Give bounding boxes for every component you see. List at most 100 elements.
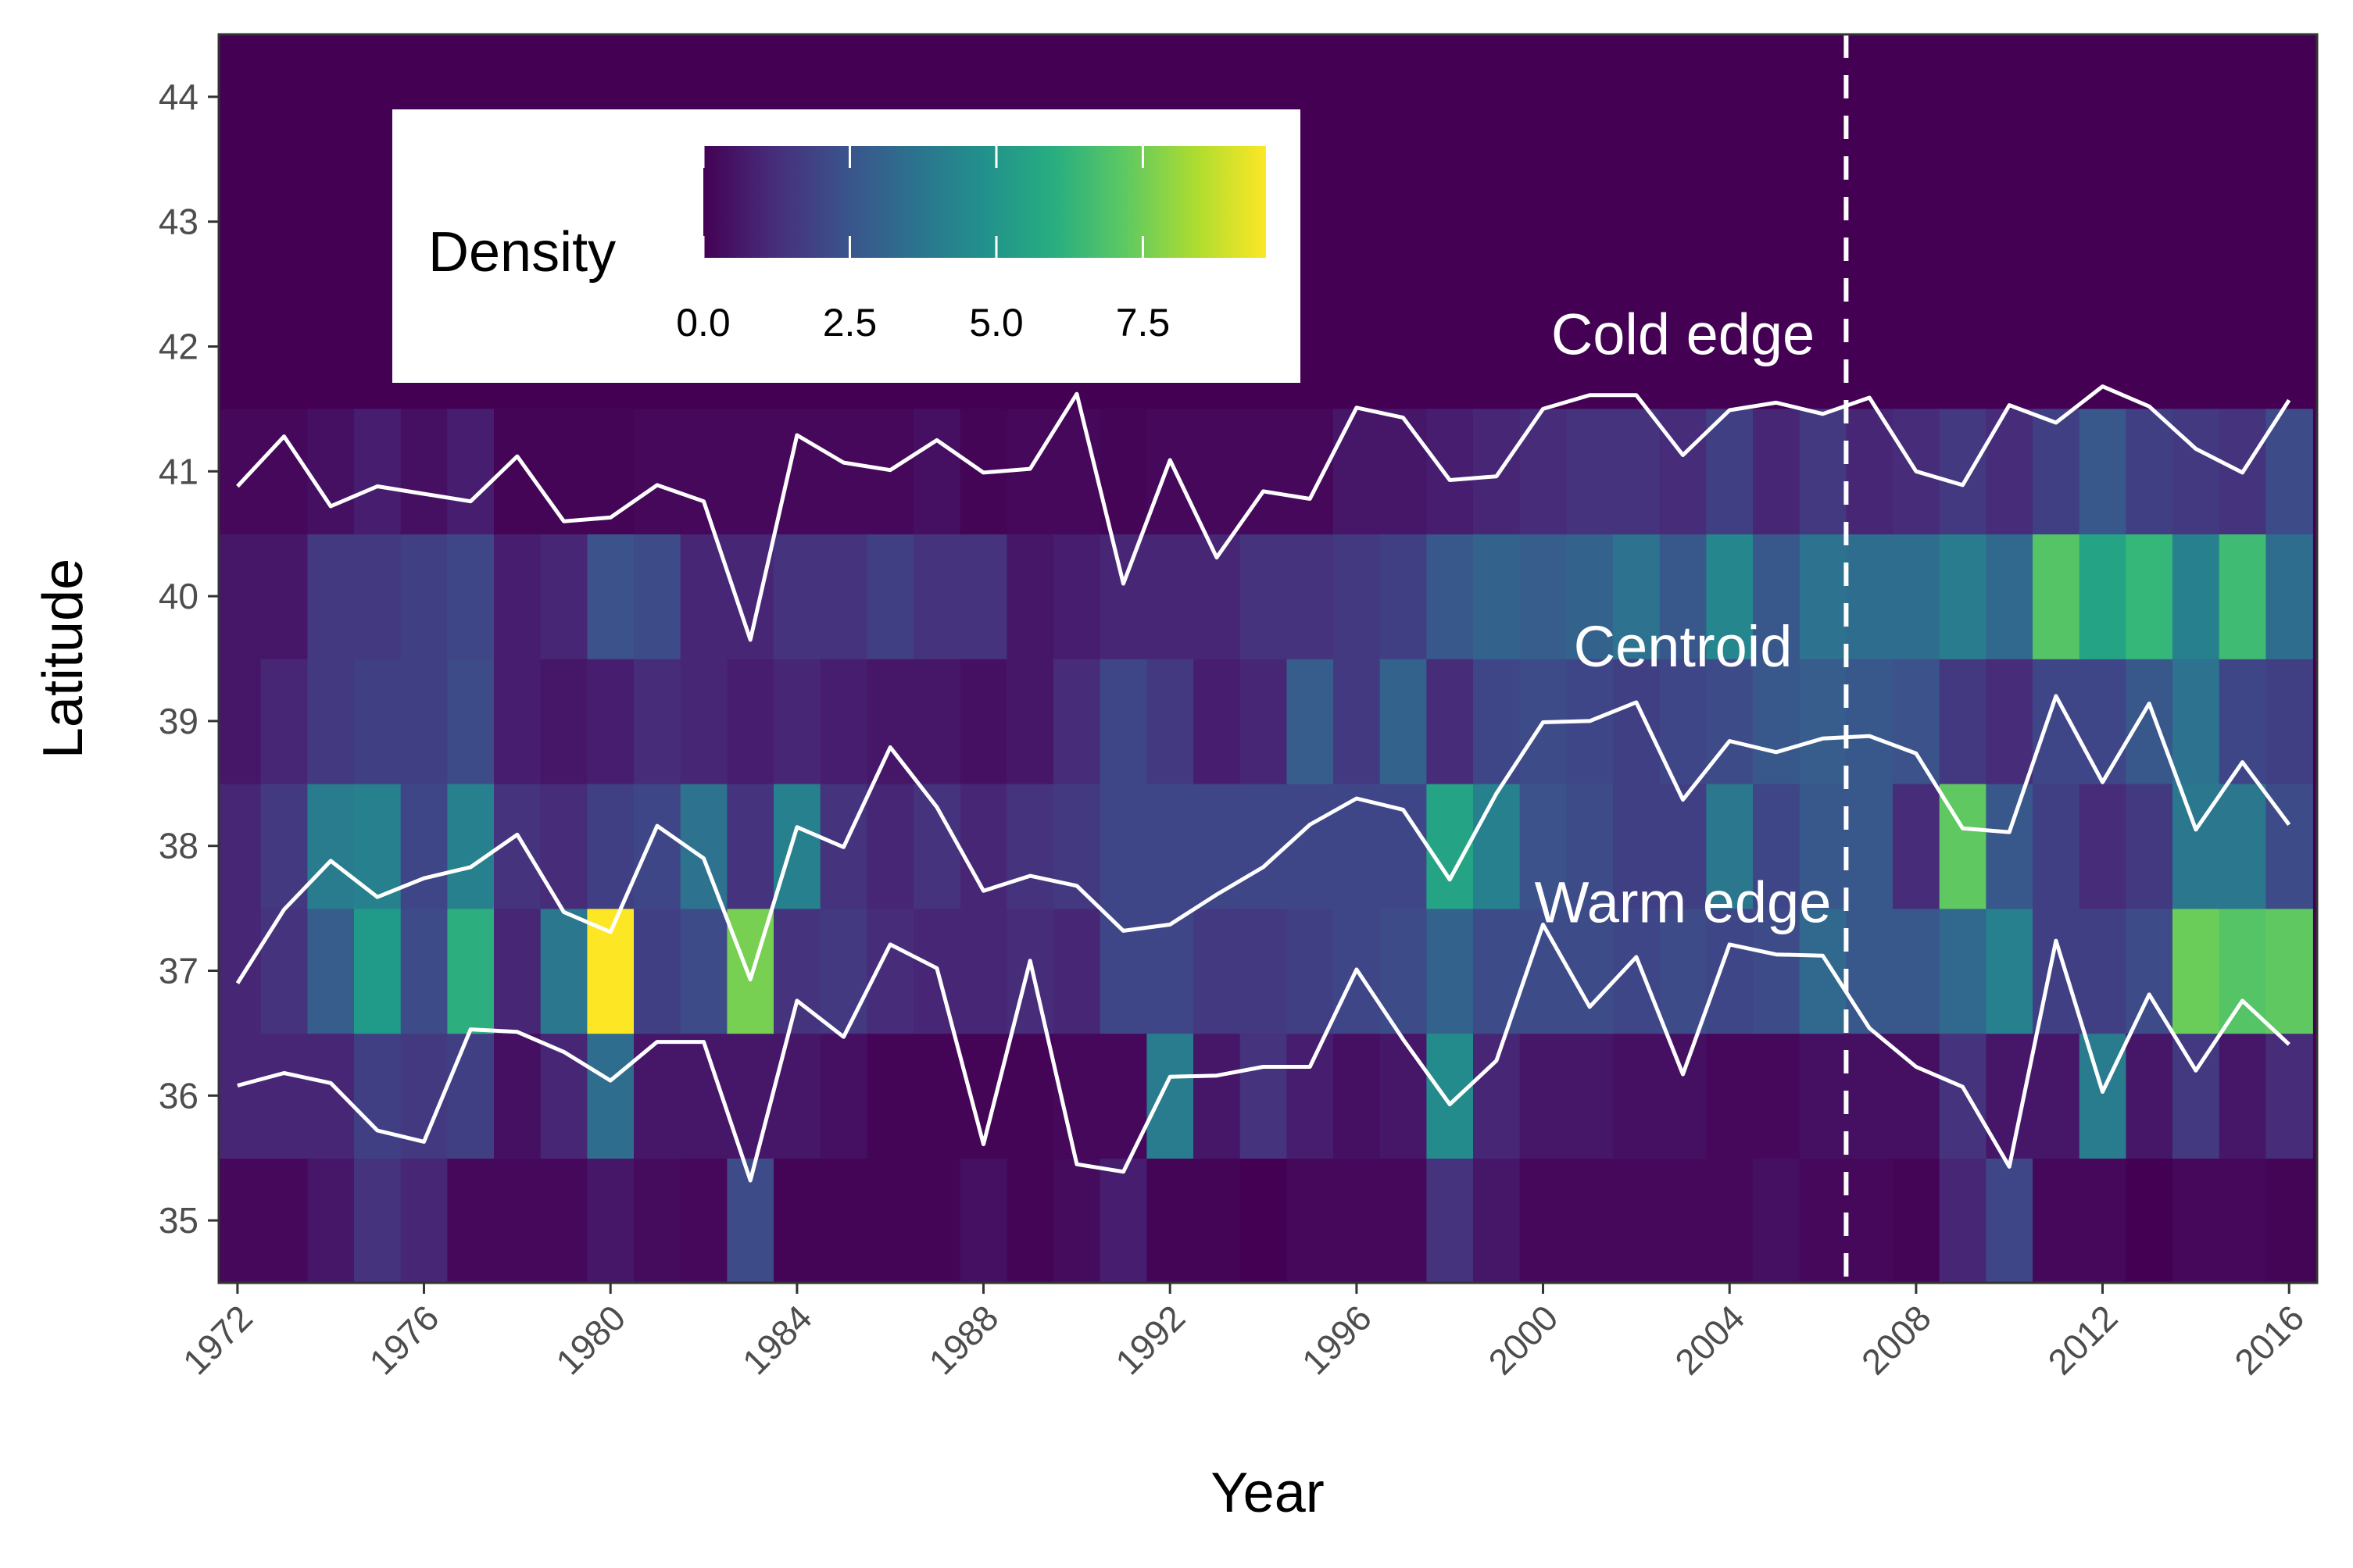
- heatmap-cell: [1379, 1158, 1428, 1283]
- heatmap-cell: [1473, 783, 1521, 909]
- heatmap-cell: [1753, 659, 1801, 784]
- heatmap-cell: [219, 783, 262, 909]
- heatmap-cell: [1893, 908, 1940, 1034]
- y-tick-label: 42: [159, 327, 198, 367]
- heatmap-cell: [867, 783, 914, 909]
- heatmap-cell: [1053, 1158, 1101, 1283]
- legend-colorbar: [703, 146, 1266, 258]
- heatmap-cell: [494, 534, 542, 659]
- heatmap-cell: [260, 783, 309, 909]
- heatmap-cell: [1799, 1158, 1847, 1283]
- heatmap-cell: [1846, 1033, 1893, 1159]
- heatmap-cell: [2219, 908, 2267, 1034]
- heatmap-cell: [587, 1033, 635, 1159]
- heatmap-cell: [540, 409, 588, 534]
- heatmap-cell: [1007, 1158, 1054, 1283]
- heatmap-cell: [1239, 534, 1288, 659]
- heatmap-cell: [494, 659, 542, 784]
- heatmap-cell: [400, 534, 449, 659]
- heatmap-cell: [400, 409, 449, 534]
- x-axis: 1972 1976 1980 1984 1988 1992 1996 2000 2004 2008…: [175, 1283, 2312, 1382]
- heatmap-cell: [774, 534, 821, 659]
- heatmap-cell: [820, 1158, 868, 1283]
- x-tick-label: 1976: [361, 1297, 446, 1382]
- heatmap-cell: [1753, 409, 1801, 534]
- heatmap-cell: [867, 659, 914, 784]
- heatmap-cell: [1753, 534, 1801, 659]
- heatmap-cell: [2265, 409, 2313, 534]
- heatmap-cell: [1473, 534, 1521, 659]
- heatmap-cell: [914, 1033, 961, 1159]
- x-tick-label: 2004: [1667, 1297, 1752, 1382]
- heatmap-cell: [1193, 908, 1241, 1034]
- heatmap-cell: [587, 1158, 635, 1283]
- heatmap-cell: [1193, 534, 1241, 659]
- heatmap-cell: [1706, 783, 1754, 909]
- y-tick-label: 37: [159, 951, 198, 991]
- heatmap-cell: [1007, 534, 1054, 659]
- heatmap-cell: [1426, 1033, 1474, 1159]
- annotation-label: Cold edge: [1551, 302, 1815, 367]
- heatmap-cell: [1986, 534, 2033, 659]
- x-tick-label: 1984: [735, 1297, 820, 1382]
- heatmap-cell: [1519, 1033, 1568, 1159]
- heatmap-cell: [1753, 783, 1801, 909]
- heatmap-cell: [1146, 409, 1194, 534]
- heatmap-cell: [1007, 1033, 1054, 1159]
- heatmap-cell: [820, 1033, 868, 1159]
- heatmap-cell: [680, 409, 728, 534]
- heatmap-cell: [2079, 908, 2127, 1034]
- heatmap-cell: [1100, 1158, 1148, 1283]
- heatmap-cell: [2079, 409, 2127, 534]
- heatmap-cell: [494, 908, 542, 1034]
- heatmap-cell: [219, 534, 262, 659]
- heatmap-cell: [307, 908, 355, 1034]
- y-tick-label: 36: [159, 1075, 198, 1116]
- legend-tick-label: 7.5: [1116, 301, 1171, 345]
- heatmap-cell: [1659, 908, 1708, 1034]
- heatmap-cell: [774, 783, 821, 909]
- panel-border: [217, 33, 2319, 1284]
- heatmap-cell: [1519, 783, 1568, 909]
- heatmap-cell: [1613, 1158, 1661, 1283]
- heatmap-cell: [1799, 1033, 1847, 1159]
- legend-ticks: 0.0 2.5 5.0 7.5: [676, 146, 1170, 345]
- heatmap-cell: [914, 659, 961, 784]
- heatmap-cell: [494, 1033, 542, 1159]
- x-axis-title: Year: [1210, 1462, 1324, 1524]
- heatmap-cell: [914, 409, 961, 534]
- heatmap-cell: [260, 1158, 309, 1283]
- x-tick-label: 1980: [548, 1297, 633, 1382]
- heatmap-cell: [1146, 534, 1194, 659]
- heatmap-cell: [1053, 409, 1101, 534]
- heatmap-cell: [1846, 1158, 1893, 1283]
- heatmap-cell: [1053, 659, 1101, 784]
- heatmap-cell: [2219, 534, 2267, 659]
- heatmap-cell: [1519, 1158, 1568, 1283]
- heatmap-cell: [1613, 659, 1661, 784]
- heatmap-cell: [1286, 409, 1334, 534]
- heatmap-cell: [1706, 1158, 1754, 1283]
- heatmap-cell: [1613, 1033, 1661, 1159]
- annotations: Cold edge Centroid Warm edge: [1535, 302, 1832, 935]
- legend-tick-label: 2.5: [823, 301, 878, 345]
- heatmap-cell: [2033, 659, 2080, 784]
- heatmap-cell: [1566, 1158, 1614, 1283]
- heatmap-cell: [1986, 783, 2033, 909]
- heatmap-cell: [1146, 1033, 1194, 1159]
- heatmap-cell: [2126, 908, 2173, 1034]
- y-tick-label: 38: [159, 826, 198, 866]
- legend-title: Density: [428, 221, 616, 284]
- heatmap-cell: [1659, 409, 1708, 534]
- heatmap-cell: [1146, 783, 1194, 909]
- heatmap-cell: [1286, 908, 1334, 1034]
- heatmap-cell: [1986, 908, 2033, 1034]
- heatmap-cell: [307, 659, 355, 784]
- heatmap-cell: [307, 534, 355, 659]
- heatmap-cell: [219, 908, 262, 1034]
- heatmap-cell: [307, 783, 355, 909]
- heatmap-cell: [2172, 409, 2220, 534]
- heatmap-cell: [540, 1158, 588, 1283]
- heatmap-cell: [1426, 1158, 1474, 1283]
